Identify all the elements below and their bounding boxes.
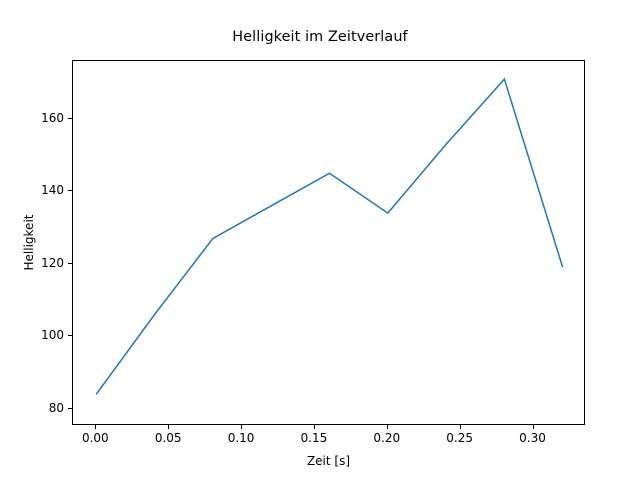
x-axis-tick-label: 0.00 (81, 431, 109, 445)
series-line-helligkeit (95, 77, 564, 395)
x-axis-tick-mark (241, 425, 243, 429)
y-axis-tick-mark (68, 335, 72, 337)
x-axis-label: Zeit [s] (306, 454, 351, 468)
y-axis-tick-mark (68, 190, 72, 192)
plot-area (72, 60, 585, 425)
x-axis-tick-label: 0.05 (154, 431, 182, 445)
x-axis-tick-label: 0.30 (519, 431, 546, 445)
x-axis-tick-mark (459, 425, 461, 429)
x-axis-tick-mark (386, 425, 388, 429)
line-series-svg (95, 77, 564, 395)
y-axis-tick-label: 140 (41, 183, 64, 198)
y-axis-tick-labels: 80 100 120 140 160 (0, 60, 64, 425)
y-axis-tick-mark (68, 262, 72, 264)
x-axis-tick-label: 0.15 (300, 431, 328, 445)
y-axis-tick-mark (68, 407, 72, 409)
y-axis-label: Helligkeit (22, 214, 36, 271)
x-axis-tick-label: 0.10 (227, 431, 255, 445)
x-axis-tick-mark (168, 425, 170, 429)
x-axis-tick-mark (95, 425, 97, 429)
chart-title: Helligkeit im Zeitverlauf (232, 29, 408, 45)
x-axis-tick-mark (532, 425, 534, 429)
x-axis-tick-marks (72, 425, 585, 433)
y-axis-tick-label: 80 (48, 400, 64, 415)
y-axis-tick-label: 160 (41, 110, 64, 125)
y-axis-tick-label: 100 (41, 328, 64, 343)
y-axis-tick-marks (0, 60, 72, 425)
x-axis-tick-label: 0.20 (373, 431, 401, 445)
y-axis-tick-label: 120 (41, 255, 64, 270)
x-axis-tick-labels: 0.00 0.05 0.10 0.15 0.20 0.25 0.30 (72, 431, 585, 449)
y-axis-tick-mark (68, 117, 72, 119)
x-axis-tick-label: 0.25 (446, 431, 474, 445)
x-axis-tick-mark (313, 425, 315, 429)
